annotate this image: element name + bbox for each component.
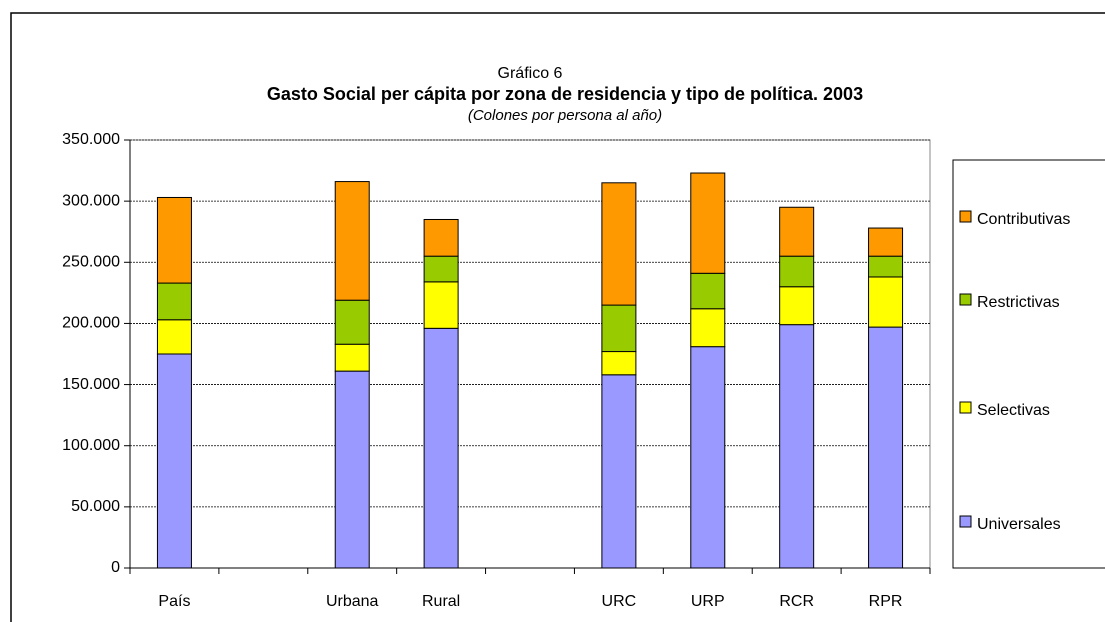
bar-segment — [868, 276, 904, 328]
legend-swatch — [959, 401, 972, 414]
bar-segment — [601, 374, 637, 569]
legend-label: Contributivas — [977, 211, 1070, 228]
legend-label: Universales — [977, 516, 1061, 533]
bar-segment — [868, 227, 904, 257]
bar-segment — [779, 206, 815, 257]
bar-segment — [334, 370, 370, 569]
chart-note: (Colones por persona al año) — [468, 107, 662, 124]
y-tick-label: 150.000 — [62, 376, 120, 393]
bar-segment — [423, 255, 459, 283]
legend-swatch — [959, 515, 972, 528]
y-tick-label: 50.000 — [71, 498, 120, 515]
bar-segment — [156, 196, 192, 284]
y-tick-label: 0 — [111, 559, 120, 576]
bar-segment — [156, 282, 192, 321]
legend-label: Selectivas — [977, 402, 1050, 419]
y-tick-label: 350.000 — [62, 131, 120, 148]
bar-segment — [334, 343, 370, 372]
bar-segment — [868, 326, 904, 569]
bar-segment — [423, 218, 459, 257]
chart-subtitle: Gasto Social per cápita por zona de resi… — [267, 84, 863, 104]
bar-segment — [334, 299, 370, 345]
legend-swatch — [959, 293, 972, 306]
bar-segment — [868, 255, 904, 278]
x-tick-label: País — [158, 593, 190, 610]
y-tick-label: 200.000 — [62, 315, 120, 332]
bar-segment — [334, 181, 370, 301]
x-tick-label: URP — [691, 593, 725, 610]
x-tick-label: URC — [602, 593, 637, 610]
bar-segment — [690, 272, 726, 310]
legend-box — [952, 159, 1105, 569]
y-tick-label: 300.000 — [62, 192, 120, 209]
bar-segment — [779, 255, 815, 288]
x-tick-label: RPR — [869, 593, 903, 610]
x-tick-label: Rural — [422, 593, 460, 610]
bar-segment — [423, 281, 459, 329]
chart-title: Gráfico 6 — [498, 65, 563, 82]
bar-segment — [156, 353, 192, 569]
bar-segment — [690, 308, 726, 348]
bar-segment — [601, 182, 637, 306]
y-tick-label: 100.000 — [62, 437, 120, 454]
bar-segment — [690, 172, 726, 274]
bar-segment — [779, 286, 815, 326]
legend-label: Restrictivas — [977, 294, 1060, 311]
bar-segment — [156, 319, 192, 355]
y-tick-label: 250.000 — [62, 254, 120, 271]
x-tick-label: RCR — [779, 593, 814, 610]
legend-swatch — [959, 210, 972, 223]
x-tick-label: Urbana — [326, 593, 379, 610]
bar-segment — [601, 351, 637, 376]
bar-segment — [601, 304, 637, 353]
bar-segment — [690, 346, 726, 569]
bar-segment — [423, 327, 459, 569]
bar-segment — [779, 324, 815, 569]
